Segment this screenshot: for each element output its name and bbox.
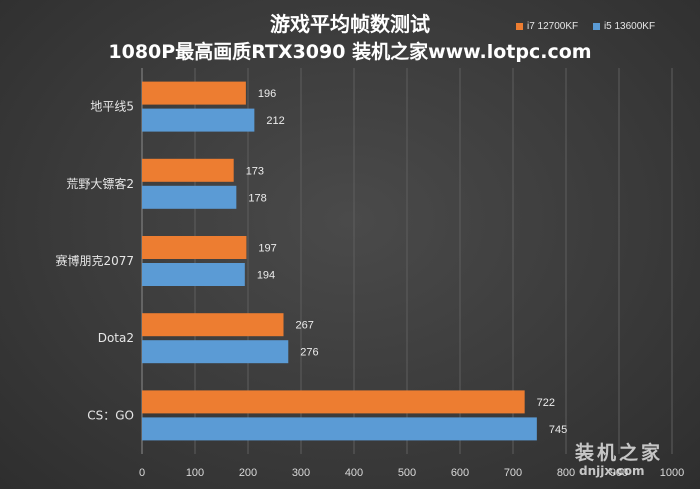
x-tick-label: 300 (292, 467, 310, 479)
data-label: 196 (258, 88, 276, 100)
bar (142, 313, 284, 337)
data-label: 276 (300, 347, 318, 359)
bar (142, 236, 247, 259)
category-label: 地平线5 (90, 100, 134, 114)
legend: i7 12700KF i5 13600KF (516, 21, 667, 33)
data-label: 194 (257, 270, 275, 282)
category-label: 荒野大镖客2 (66, 176, 134, 191)
x-tick-label: 700 (504, 467, 522, 479)
bar (142, 108, 255, 132)
category-label: 赛博朋克2077 (55, 253, 134, 268)
data-label: 722 (537, 397, 555, 409)
data-label: 178 (248, 192, 266, 204)
chart-subtitle: 1080P最高画质RTX3090 装机之家www.lotpc.com (108, 41, 592, 63)
data-label: 267 (296, 320, 314, 332)
x-tick-label: 800 (557, 467, 575, 479)
bar (142, 340, 289, 364)
data-label: 197 (258, 243, 276, 255)
legend-item-i7: i7 12700KF (516, 21, 578, 32)
bar (142, 81, 246, 105)
x-tick-label: 900 (610, 467, 628, 479)
legend-label-i7: i7 12700KF (527, 21, 579, 32)
bar (142, 185, 237, 209)
bar (142, 158, 234, 182)
watermark-url: dnjjx.com (579, 464, 645, 478)
x-tick-label: 100 (186, 467, 204, 479)
category-label: CS：GO (87, 408, 134, 422)
legend-swatch-i5 (592, 23, 600, 30)
category-label: Dota2 (98, 331, 134, 345)
data-label: 212 (266, 115, 284, 127)
watermark-text: 装机之家 (575, 442, 664, 464)
data-label: 745 (549, 424, 567, 436)
x-tick-label: 400 (345, 467, 363, 479)
x-tick-label: 0 (139, 467, 145, 479)
data-label: 173 (246, 165, 264, 177)
x-tick-label: 1000 (660, 467, 684, 479)
bar (142, 390, 525, 414)
x-tick-label: 600 (451, 467, 469, 479)
bar (142, 417, 537, 441)
legend-swatch-i7 (516, 23, 523, 30)
watermark: 装机之家 dnjjx.com (565, 438, 695, 486)
x-tick-label: 200 (239, 467, 257, 479)
legend-item-i5: i5 13600KF (592, 21, 656, 32)
bar (142, 263, 245, 286)
chart-title: 游戏平均帧数测试 (270, 12, 430, 36)
legend-label-i5: i5 13600KF (603, 21, 656, 32)
x-tick-label: 500 (398, 467, 416, 479)
